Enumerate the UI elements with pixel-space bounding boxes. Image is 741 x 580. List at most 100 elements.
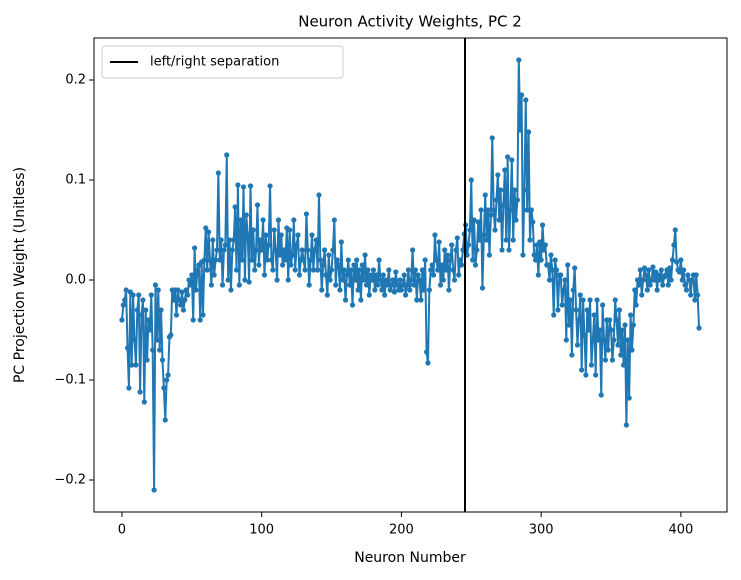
point	[387, 287, 393, 293]
point	[268, 257, 275, 263]
point	[650, 264, 656, 270]
point	[389, 282, 395, 288]
point	[478, 207, 484, 213]
point	[323, 272, 329, 278]
point	[577, 292, 583, 298]
point	[415, 272, 421, 278]
y-tick-label: 0.2	[65, 73, 86, 88]
point	[138, 312, 145, 318]
point	[254, 202, 261, 208]
point	[665, 282, 671, 288]
point	[576, 317, 582, 323]
point	[259, 247, 265, 253]
point	[502, 167, 508, 173]
point	[528, 207, 534, 213]
point	[159, 357, 166, 363]
point	[130, 292, 136, 298]
point	[190, 317, 196, 323]
point	[607, 317, 613, 323]
point	[474, 247, 480, 253]
point	[312, 247, 318, 253]
point	[548, 252, 554, 258]
point	[171, 297, 177, 303]
point	[278, 232, 284, 238]
point	[225, 277, 231, 283]
point	[305, 247, 311, 253]
point	[165, 372, 171, 378]
point	[555, 307, 561, 313]
point	[226, 237, 233, 243]
point	[428, 267, 434, 273]
point	[668, 277, 674, 283]
point	[401, 272, 407, 278]
point	[145, 317, 152, 323]
point	[449, 242, 455, 248]
point	[289, 252, 296, 258]
point	[143, 307, 149, 313]
point	[129, 362, 135, 368]
point	[141, 399, 147, 405]
point	[358, 297, 364, 303]
point	[295, 232, 301, 238]
point	[409, 247, 416, 253]
legend-label: left/right separation	[150, 55, 279, 70]
point	[682, 282, 688, 288]
point	[326, 252, 332, 258]
point	[692, 297, 698, 303]
point	[644, 287, 650, 293]
point	[563, 337, 569, 343]
point	[275, 217, 282, 223]
point	[496, 217, 502, 223]
point	[527, 237, 533, 243]
point	[591, 312, 597, 318]
point	[553, 267, 560, 273]
point	[287, 227, 293, 233]
point	[377, 277, 384, 283]
point	[493, 197, 500, 203]
point	[178, 302, 184, 308]
point	[566, 322, 572, 328]
point	[660, 282, 666, 288]
point	[587, 297, 593, 303]
point	[503, 237, 509, 243]
point	[625, 337, 631, 343]
point	[639, 292, 645, 298]
point	[288, 262, 294, 268]
point	[228, 287, 234, 293]
point	[640, 277, 646, 283]
point	[471, 217, 477, 223]
y-tick-label: 0.0	[65, 273, 86, 288]
point	[218, 237, 224, 243]
point	[570, 287, 576, 293]
point	[583, 372, 589, 378]
point	[538, 257, 544, 263]
point	[499, 247, 505, 253]
point	[342, 297, 349, 303]
point	[572, 265, 578, 271]
point	[394, 282, 400, 288]
point	[203, 225, 209, 231]
point	[647, 282, 653, 288]
point	[197, 317, 203, 323]
point	[537, 239, 543, 245]
point	[249, 257, 255, 263]
y-tick-label: −0.2	[54, 473, 86, 488]
point	[616, 307, 623, 313]
point	[495, 172, 501, 178]
point	[429, 262, 435, 268]
point	[235, 182, 241, 188]
point	[264, 257, 270, 263]
point	[309, 232, 315, 238]
point	[443, 267, 449, 273]
point	[505, 154, 511, 160]
point	[489, 135, 495, 141]
x-axis-label: Neuron Number	[354, 550, 466, 566]
point	[481, 232, 487, 238]
point	[696, 325, 702, 331]
point	[425, 360, 431, 366]
point	[611, 337, 617, 343]
point	[366, 292, 372, 298]
point	[518, 92, 525, 98]
point	[277, 252, 283, 258]
